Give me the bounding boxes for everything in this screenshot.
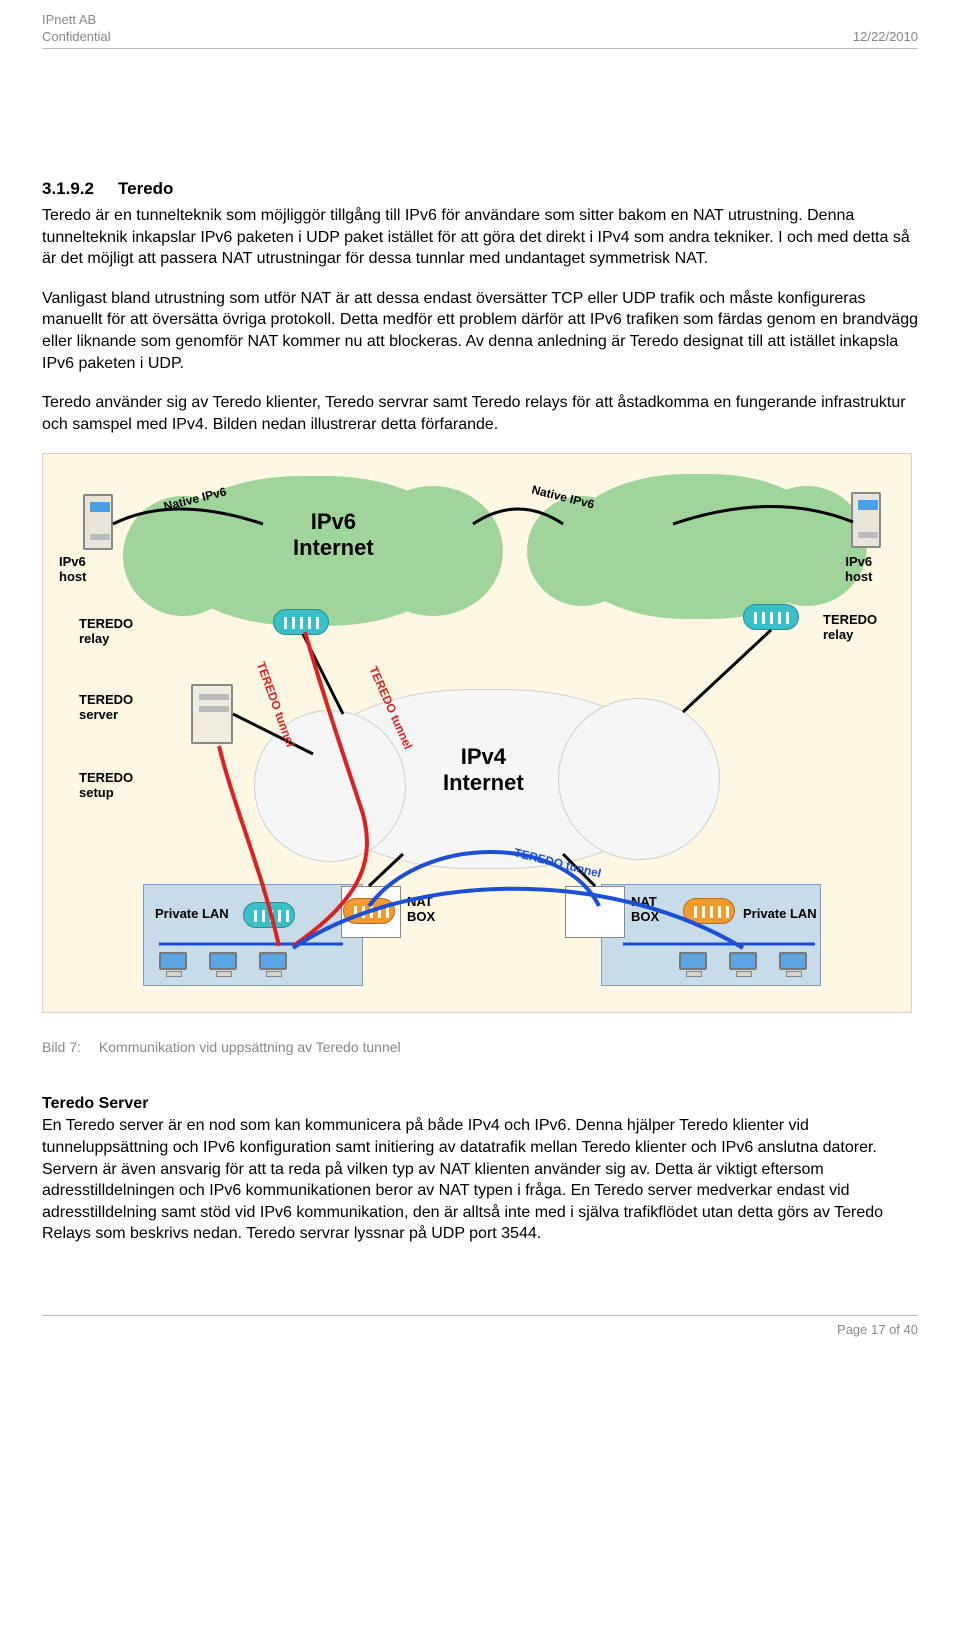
label-ipv4-internet: IPv4Internet: [443, 744, 524, 796]
page-footer: Page 17 of 40: [42, 1315, 918, 1337]
section-heading: 3.1.9.2 Teredo: [42, 179, 918, 199]
header-row: Confidential 12/22/2010: [42, 29, 918, 49]
section-title: Teredo: [118, 179, 173, 198]
paragraph-2: Vanligast bland utrustning som utför NAT…: [42, 288, 918, 374]
teredo-server-icon: [191, 684, 233, 744]
label-nat-box-right: NATBOX: [631, 894, 659, 924]
label-teredo-setup: TEREDOsetup: [79, 770, 133, 800]
label-teredo-server: TEREDOserver: [79, 692, 133, 722]
label-private-lan-right: Private LAN: [743, 906, 817, 921]
pc-left-1: [159, 952, 189, 978]
teredo-relay-right-icon: [743, 604, 799, 630]
pc-right-3: [779, 952, 809, 978]
ipv6-host-left-icon: [83, 494, 113, 550]
subsection-body: En Teredo server är en nod som kan kommu…: [42, 1115, 918, 1245]
paragraph-1: Teredo är en tunnelteknik som möjliggör …: [42, 205, 918, 270]
subsection-title: Teredo Server: [42, 1095, 918, 1113]
lan-router-left-icon: [243, 902, 295, 928]
cloud-ipv6-right: [563, 474, 833, 619]
teredo-diagram: IPv6Internet IPv4Internet IPv6host IPv6h…: [42, 453, 912, 1013]
document-page: IPnett AB Confidential 12/22/2010 3.1.9.…: [0, 0, 960, 1357]
pc-left-3: [259, 952, 289, 978]
footer-page: Page 17 of 40: [837, 1322, 918, 1337]
caption-text: Kommunikation vid uppsättning av Teredo …: [99, 1039, 401, 1055]
figure-caption: Bild 7: Kommunikation vid uppsättning av …: [42, 1039, 918, 1055]
label-ipv6-host-right: IPv6host: [845, 554, 872, 584]
pc-right-2: [729, 952, 759, 978]
nat-router-left-icon: [343, 898, 395, 924]
label-ipv6-internet-left: IPv6Internet: [293, 509, 374, 561]
label-nat-box-left: NATBOX: [407, 894, 435, 924]
header-confidential: Confidential: [42, 29, 111, 44]
caption-lead: Bild 7:: [42, 1039, 81, 1055]
paragraph-3: Teredo använder sig av Teredo klienter, …: [42, 392, 918, 435]
teredo-relay-left-icon: [273, 609, 329, 635]
diagram-wrap: IPv6Internet IPv4Internet IPv6host IPv6h…: [42, 453, 918, 1013]
pc-left-2: [209, 952, 239, 978]
label-teredo-relay-left: TEREDOrelay: [79, 616, 133, 646]
nat-router-right-icon: [683, 898, 735, 924]
pc-right-1: [679, 952, 709, 978]
label-teredo-relay-right: TEREDOrelay: [823, 612, 877, 642]
header-company: IPnett AB: [42, 12, 918, 27]
ipv6-host-right-icon: [851, 492, 881, 548]
label-private-lan-left: Private LAN: [155, 906, 229, 921]
label-ipv6-host-left: IPv6host: [59, 554, 86, 584]
section-number: 3.1.9.2: [42, 179, 94, 199]
header-date: 12/22/2010: [853, 29, 918, 44]
nat-box-right: [565, 886, 625, 938]
